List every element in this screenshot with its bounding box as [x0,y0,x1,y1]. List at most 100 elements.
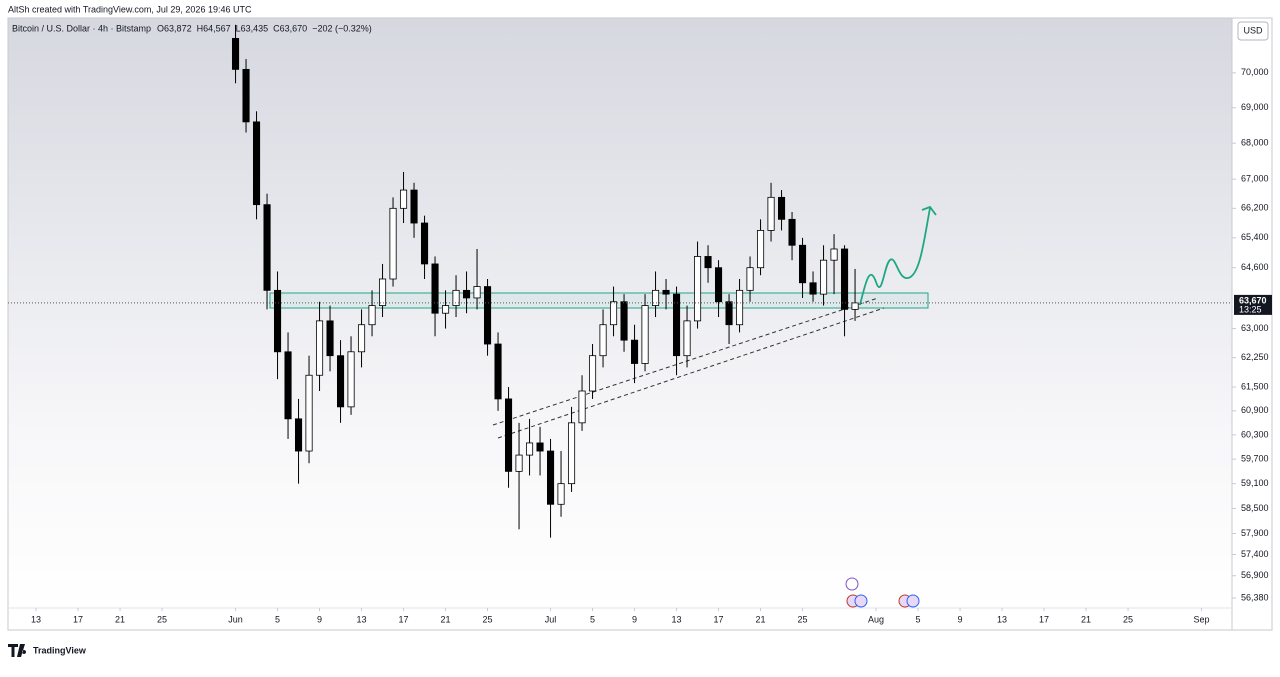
x-tick-label: 17 [73,614,83,624]
candle-body [347,351,355,408]
currency-box[interactable] [1237,21,1269,41]
candle-body [840,248,849,310]
candle-body [599,324,607,357]
y-tick-label: 69,000 [1241,102,1269,112]
brand-name: TradingView [33,645,87,655]
y-tick-label: 61,500 [1241,381,1269,391]
x-tick-label: 25 [157,614,167,624]
candle-body [242,68,250,123]
x-tick-label: 13 [357,614,367,624]
x-tick-label: 13 [997,614,1007,624]
candle-body [536,442,544,452]
candle-body [389,207,397,280]
currency[interactable]: USD [1243,25,1263,35]
event-icon[interactable] [906,594,920,608]
candle-body [504,398,513,472]
symbol-title: Bitcoin / U.S. Dollar · 4h · Bitstamp [12,23,151,33]
event-icon[interactable] [854,594,868,608]
last-price-box [1234,294,1272,315]
x-tick-label: 21 [756,614,766,624]
candle-body [830,248,838,261]
candle-body [420,222,429,265]
y-tick-label: 56,380 [1241,592,1269,602]
candle-body [252,121,261,206]
candle-body [378,278,387,306]
ohlc-value: H64,567 [197,23,231,33]
candle-body [756,230,765,269]
candle-body [546,450,555,505]
ohlc-value: −202 (−0.32%) [312,23,372,33]
candle-body [473,286,481,299]
credit: AltSh created with TradingView.com, Jul … [8,4,252,14]
candle-body [809,282,817,295]
brand: TradingView [8,644,87,657]
candle-body [662,289,670,295]
x-tick-label: 21 [441,614,451,624]
candle-body [735,289,744,326]
ohlc-value: C63,670 [273,23,307,33]
candle-body [777,196,786,220]
y-tick-label: 59,100 [1241,478,1269,488]
candle-body [515,454,523,472]
y-tick-label: 62,250 [1241,352,1269,362]
candle-body [641,305,649,364]
ohlc-legend: O63,872 H64,567 L63,435 C63,670 −202 (−0.32%… [157,23,372,33]
x-tick-label: 17 [1039,614,1049,624]
trend-line[interactable] [492,297,879,426]
y-tick-label: 65,400 [1241,232,1269,242]
x-tick-label: Aug [868,614,884,624]
y-tick-label: 66,200 [1241,203,1269,213]
x-tick-label: 25 [798,614,808,624]
candle-body [798,244,807,284]
candle-body [788,218,796,246]
candle-body [651,289,660,306]
x-tick-label: 21 [1081,614,1091,624]
y-tick-label: 59,700 [1241,454,1269,464]
candle-body [263,204,271,291]
candle-body [305,374,313,452]
y-tick-label: 67,000 [1241,174,1269,184]
x-tick-label: 13 [672,614,682,624]
candle-body [704,256,712,269]
x-tick-label: 17 [399,614,409,624]
x-tick-label: 9 [317,614,322,624]
projection-arrow[interactable] [859,207,931,306]
candle-body [746,267,754,291]
candle-body [336,355,345,408]
x-tick-label: Jun [228,614,243,624]
candle-body [851,302,859,310]
candle-body [557,483,565,505]
x-tick-label: 13 [31,614,41,624]
candle-body [368,305,376,326]
y-tick-label: 58,500 [1241,503,1269,513]
trend-line[interactable] [497,307,885,439]
y-tick-label: 60,300 [1241,429,1269,439]
candle-body [672,293,681,357]
candle-body [725,301,733,326]
y-tick-label: 68,000 [1241,138,1269,148]
candle-body [462,289,471,299]
candle-body [588,355,597,392]
x-tick-label: 9 [958,614,963,624]
candle-body [294,418,303,452]
candle-body [525,442,534,456]
y-tick-label: 57,900 [1241,528,1269,538]
candle-body [357,324,366,353]
candle-body [567,422,576,485]
x-tick-label: 5 [590,614,595,624]
event-icon[interactable] [845,577,859,591]
candle-body [683,320,691,357]
x-tick-label: 5 [275,614,280,624]
y-tick-label: 60,900 [1241,405,1269,415]
candle-body [273,289,282,353]
candle-body [494,343,502,400]
x-tick-label: 9 [632,614,637,624]
candle-body [693,256,702,322]
y-tick-label: 56,900 [1241,570,1269,580]
x-tick-label: 25 [1123,614,1133,624]
y-tick-label: 70,000 [1241,67,1269,77]
x-tick-label: 21 [115,614,125,624]
chart-frame [7,17,1273,631]
ohlc-value: O63,872 [157,23,192,33]
